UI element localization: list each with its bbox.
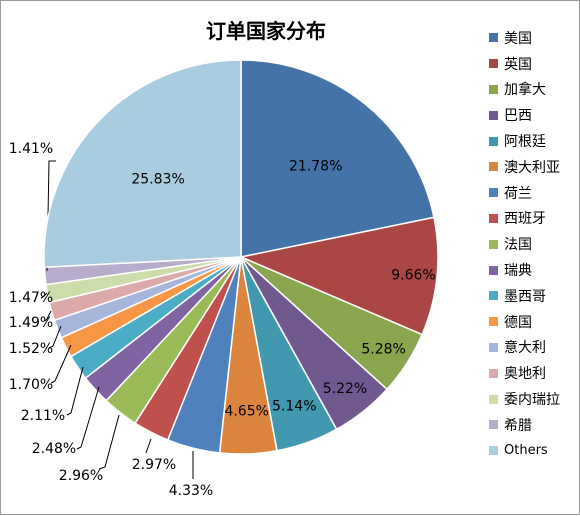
legend-swatch bbox=[489, 33, 498, 43]
legend-swatch bbox=[489, 291, 498, 301]
slice-data-label: 5.28% bbox=[361, 342, 405, 358]
legend-swatch bbox=[489, 84, 498, 94]
pie-slice bbox=[238, 216, 439, 336]
slice-data-label: 1.41% bbox=[9, 141, 53, 157]
legend-item: Others bbox=[489, 438, 579, 464]
legend-item: 委内瑞拉 bbox=[489, 386, 579, 412]
legend-label: 法国 bbox=[504, 237, 532, 254]
slice-data-label: 5.14% bbox=[272, 398, 316, 414]
leader-line bbox=[44, 310, 52, 322]
legend-label: 希腊 bbox=[504, 417, 532, 434]
legend-label: 意大利 bbox=[504, 340, 546, 357]
legend-label: 美国 bbox=[504, 30, 532, 47]
pie-slice bbox=[240, 59, 435, 258]
legend-swatch bbox=[489, 394, 498, 404]
slice-data-label: 1.52% bbox=[9, 341, 53, 357]
slice-data-label: 4.33% bbox=[169, 483, 213, 499]
leader-line bbox=[76, 386, 100, 450]
legend-swatch bbox=[489, 317, 498, 327]
leader-line bbox=[145, 438, 152, 454]
leader-line bbox=[66, 366, 84, 416]
slice-data-label: 4.65% bbox=[224, 404, 268, 420]
legend-item: 澳大利亚 bbox=[489, 154, 579, 180]
legend-item: 德国 bbox=[489, 309, 579, 335]
legend-swatch bbox=[489, 59, 498, 69]
legend-label: 澳大利亚 bbox=[504, 159, 560, 176]
legend-item: 法国 bbox=[489, 231, 579, 257]
legend-label: 西班牙 bbox=[504, 211, 546, 228]
legend-label: 德国 bbox=[504, 314, 532, 331]
slice-data-label: 25.83% bbox=[131, 171, 184, 187]
legend-label: 瑞典 bbox=[504, 263, 532, 280]
legend-item: 加拿大 bbox=[489, 77, 579, 103]
legend-label: 荷兰 bbox=[504, 185, 532, 202]
slice-data-label: 2.97% bbox=[132, 457, 176, 473]
legend-item: 瑞典 bbox=[489, 257, 579, 283]
legend-label: 奥地利 bbox=[504, 366, 546, 383]
legend-item: 英国 bbox=[489, 51, 579, 77]
slice-data-label: 2.11% bbox=[21, 408, 65, 424]
slice-data-label: 2.96% bbox=[59, 468, 103, 484]
legend-label: 委内瑞拉 bbox=[504, 392, 560, 409]
legend-swatch bbox=[489, 162, 498, 172]
legend-item: 奥地利 bbox=[489, 360, 579, 386]
legend-label: 英国 bbox=[504, 56, 532, 73]
leader-line bbox=[50, 344, 72, 384]
legend-item: 荷兰 bbox=[489, 180, 579, 206]
slice-data-label: 1.70% bbox=[9, 377, 53, 393]
legend-item: 西班牙 bbox=[489, 206, 579, 232]
slice-data-label: 21.78% bbox=[289, 158, 342, 174]
legend-label: Others bbox=[504, 443, 548, 459]
legend-swatch bbox=[489, 110, 498, 120]
legend-item: 墨西哥 bbox=[489, 283, 579, 309]
legend-label: 墨西哥 bbox=[504, 288, 546, 305]
legend-swatch bbox=[489, 342, 498, 352]
legend-swatch bbox=[489, 368, 498, 378]
chart-title: 订单国家分布 bbox=[206, 19, 326, 43]
slice-data-label: 1.49% bbox=[9, 315, 53, 331]
pie-slice bbox=[43, 59, 242, 269]
legend-swatch bbox=[489, 213, 498, 223]
leader-line bbox=[98, 414, 120, 470]
legend-label: 巴西 bbox=[504, 108, 532, 125]
legend-item: 意大利 bbox=[489, 335, 579, 361]
legend-swatch bbox=[489, 136, 498, 146]
legend-swatch bbox=[489, 239, 498, 249]
legend-item: 希腊 bbox=[489, 412, 579, 438]
legend-label: 加拿大 bbox=[504, 82, 546, 99]
leader-line bbox=[48, 325, 62, 349]
legend-item: 美国 bbox=[489, 25, 579, 51]
slice-data-label: 2.48% bbox=[32, 441, 76, 457]
legend-swatch bbox=[489, 446, 498, 456]
slice-data-label: 5.22% bbox=[323, 381, 367, 397]
legend-swatch bbox=[489, 188, 498, 198]
slice-data-label: 1.47% bbox=[9, 290, 53, 306]
legend-swatch bbox=[489, 420, 498, 430]
chart-legend: 美国英国加拿大巴西阿根廷澳大利亚荷兰西班牙法国瑞典墨西哥德国意大利奥地利委内瑞拉… bbox=[489, 25, 579, 464]
slice-data-label: 9.66% bbox=[391, 268, 435, 284]
legend-label: 阿根廷 bbox=[504, 134, 546, 151]
legend-swatch bbox=[489, 265, 498, 275]
leader-line bbox=[40, 292, 48, 299]
legend-item: 阿根廷 bbox=[489, 128, 579, 154]
legend-item: 巴西 bbox=[489, 102, 579, 128]
